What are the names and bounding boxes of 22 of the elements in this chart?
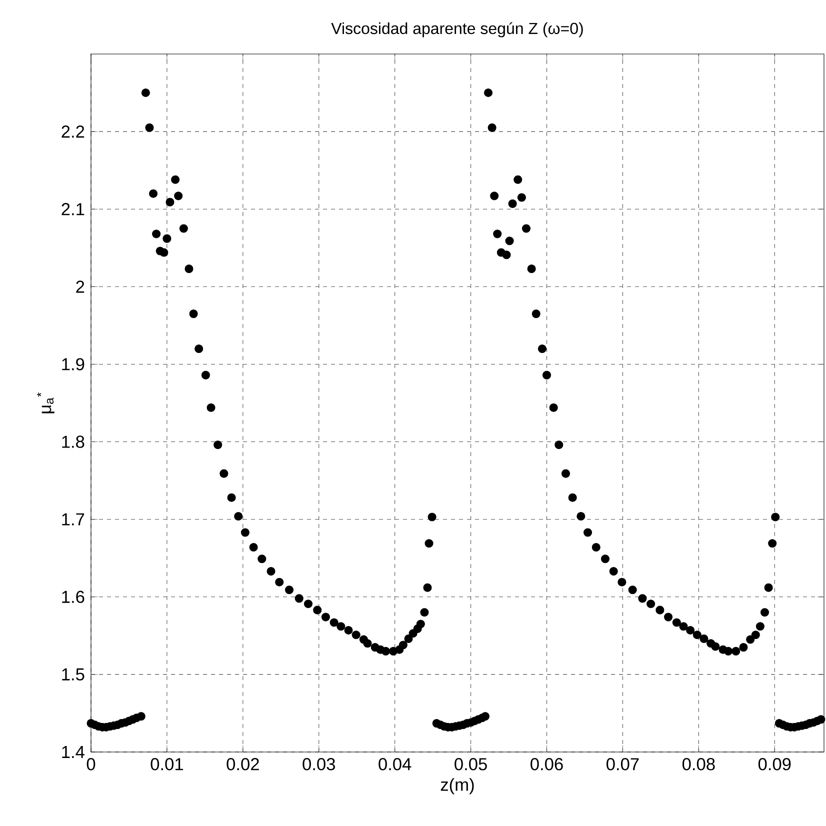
chart-title: Viscosidad aparente según Z (ω=0) — [331, 22, 583, 38]
y-tick-label: 2.1 — [62, 203, 84, 216]
y-tick-label: 2 — [76, 280, 84, 293]
y-tick-label: 1.9 — [62, 358, 84, 370]
x-tick-label: 0.03 — [302, 758, 335, 770]
y-tick-label: 2.2 — [62, 125, 84, 138]
y-tick-label: 1.8 — [62, 436, 84, 448]
x-axis-title: z(m) — [440, 778, 474, 794]
x-tick-label: 0.04 — [378, 758, 412, 770]
x-tick-label: 0.09 — [758, 758, 791, 770]
y-axis-title: μ$_{a}$* — [36, 392, 54, 414]
x-tick-label: 0.08 — [682, 758, 715, 770]
x-tick-label: 0.02 — [226, 758, 259, 770]
y-tick-label: 1.4 — [62, 746, 84, 758]
x-tick-label: 0 — [86, 758, 96, 770]
y-tick-label: 1.7 — [62, 513, 84, 526]
x-tick-label: 0.01 — [150, 758, 183, 770]
y-tick-label: 1.6 — [62, 590, 84, 604]
y-tick-label: 1.5 — [62, 668, 84, 680]
x-tick-label: 0.07 — [606, 758, 639, 770]
x-tick-label: 0.05 — [454, 758, 487, 770]
x-tick-label: 0.06 — [530, 758, 563, 770]
